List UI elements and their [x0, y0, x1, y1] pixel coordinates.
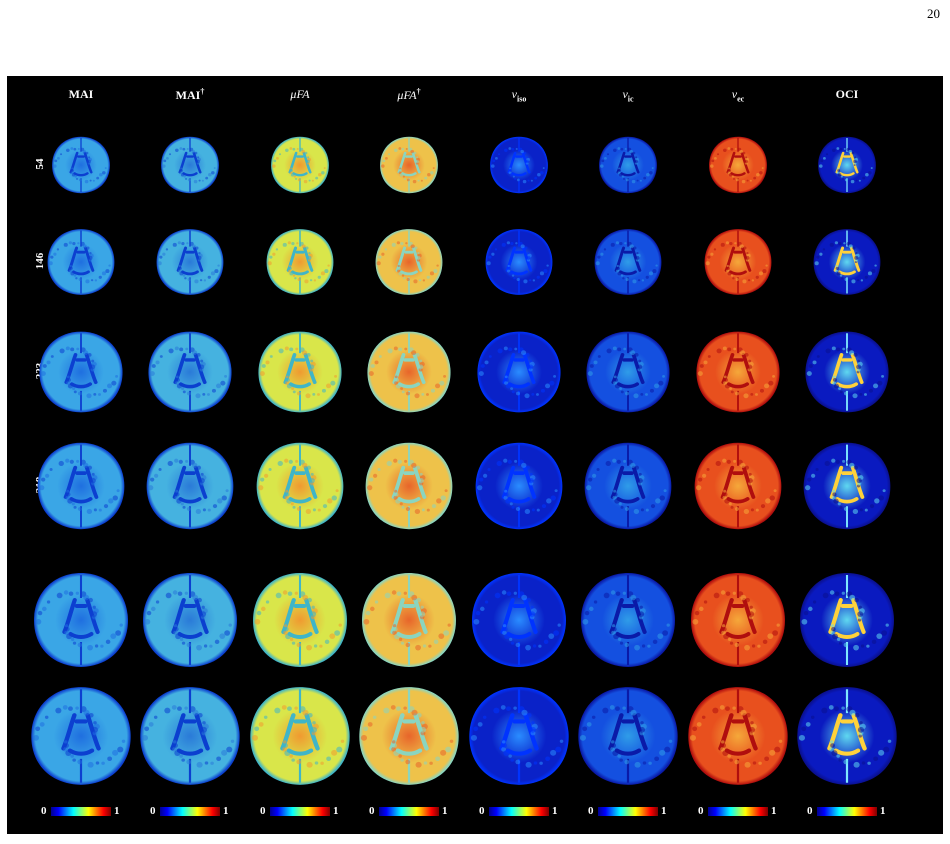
brain-map-v-ic-318 — [580, 440, 676, 532]
brain-map-oci-318 — [799, 440, 895, 532]
column-header-mai: MAI — [27, 87, 135, 102]
brain-map-v-iso-410 — [467, 570, 571, 670]
brain-map-v-iso-514 — [464, 684, 574, 788]
brain-map-v-ic-223 — [582, 329, 674, 415]
column-label: μFA — [290, 87, 310, 101]
colorbar-min-label: 0 — [41, 805, 47, 817]
brain-map-mai-514 — [26, 684, 136, 788]
column-label-superscript: † — [200, 87, 205, 96]
colorbar-gradient — [708, 807, 768, 816]
brain-map-v-ec-54 — [706, 135, 770, 195]
brain-map-mai-dagger-146 — [153, 227, 227, 297]
brain-map-v-iso-223 — [473, 329, 565, 415]
colorbar-gradient — [379, 807, 439, 816]
brain-map-v-iso-146 — [482, 227, 556, 297]
brain-map-mai-223 — [35, 329, 127, 415]
colorbar-min-label: 0 — [588, 805, 594, 817]
brain-map-oci-223 — [801, 329, 893, 415]
brain-map-v-ic-410 — [576, 570, 680, 670]
colorbar-max-label: 1 — [552, 805, 558, 817]
column-label: μFA — [397, 88, 417, 102]
colorbar-gradient — [598, 807, 658, 816]
brain-map-mai-dagger-318 — [142, 440, 238, 532]
column-label: v — [731, 87, 738, 101]
brain-map-mufa-514 — [245, 684, 355, 788]
column-header-oci: OCI — [793, 87, 901, 102]
brain-map-oci-514 — [792, 684, 902, 788]
brain-map-oci-54 — [815, 135, 879, 195]
colorbar-max-label: 1 — [114, 805, 120, 817]
column-label: OCI — [835, 87, 859, 101]
column-header-mufa-dagger: μFA† — [355, 87, 463, 103]
page-number: 20 — [927, 6, 940, 21]
colorbar-gradient — [270, 807, 330, 816]
brain-map-mufa-dagger-514 — [354, 684, 464, 788]
column-label-subscript: ic — [627, 94, 634, 104]
brain-map-mufa-54 — [268, 135, 332, 195]
colorbar-min-label: 0 — [369, 805, 375, 817]
brain-map-mufa-dagger-410 — [357, 570, 461, 670]
brain-map-mufa-dagger-54 — [377, 135, 441, 195]
brain-map-mufa-dagger-223 — [363, 329, 455, 415]
column-header-mai-dagger: MAI† — [136, 87, 244, 103]
column-header-v-ec: vec — [684, 87, 792, 103]
brain-map-v-iso-318 — [471, 440, 567, 532]
colorbar-min-label: 0 — [807, 805, 813, 817]
colorbar-gradient — [51, 807, 111, 816]
colorbar-max-label: 1 — [771, 805, 777, 817]
row-label-54: 54 — [34, 158, 46, 170]
brain-map-mufa-dagger-318 — [361, 440, 457, 532]
brain-map-mufa-410 — [248, 570, 352, 670]
column-label: v — [622, 87, 628, 101]
colorbar-max-label: 1 — [333, 805, 339, 817]
column-header-mufa: μFA — [246, 87, 354, 102]
brain-map-v-iso-54 — [487, 135, 551, 195]
column-label: MAI — [68, 87, 94, 101]
brain-map-v-ic-514 — [573, 684, 683, 788]
brain-map-mai-dagger-54 — [158, 135, 222, 195]
colorbar-min-label: 0 — [260, 805, 266, 817]
colorbar-max-label: 1 — [442, 805, 448, 817]
brain-map-oci-410 — [795, 570, 899, 670]
column-label: MAI — [175, 88, 201, 102]
column-header-v-ic: vic — [574, 87, 682, 103]
brain-map-v-ec-318 — [690, 440, 786, 532]
colorbar-gradient — [817, 807, 877, 816]
brain-map-mai-dagger-223 — [144, 329, 236, 415]
colorbar-min-label: 0 — [479, 805, 485, 817]
brain-map-v-ec-514 — [683, 684, 793, 788]
brain-map-mufa-146 — [263, 227, 337, 297]
brain-map-v-ec-410 — [686, 570, 790, 670]
column-label-subscript: iso — [516, 94, 527, 104]
brain-map-mai-54 — [49, 135, 113, 195]
brain-map-v-ec-223 — [692, 329, 784, 415]
brain-map-mai-318 — [33, 440, 129, 532]
brain-map-mai-410 — [29, 570, 133, 670]
brain-map-mai-dagger-514 — [135, 684, 245, 788]
column-label: v — [511, 87, 517, 101]
brain-map-v-ec-146 — [701, 227, 775, 297]
brain-map-v-ic-54 — [596, 135, 660, 195]
colorbar-min-label: 0 — [698, 805, 704, 817]
colorbar-max-label: 1 — [880, 805, 886, 817]
brain-map-mai-146 — [44, 227, 118, 297]
colorbar-gradient — [489, 807, 549, 816]
figure-panel: MAIMAI†μFAμFA†visovicvecOCI5414622331841… — [7, 76, 943, 834]
column-label-subscript: ec — [737, 94, 745, 104]
brain-map-mufa-318 — [252, 440, 348, 532]
column-label-superscript: † — [416, 87, 421, 96]
colorbar-min-label: 0 — [150, 805, 156, 817]
colorbar-max-label: 1 — [223, 805, 229, 817]
brain-map-mufa-dagger-146 — [372, 227, 446, 297]
column-header-v-iso: viso — [465, 87, 573, 103]
colorbar-gradient — [160, 807, 220, 816]
brain-map-oci-146 — [810, 227, 884, 297]
brain-map-mai-dagger-410 — [138, 570, 242, 670]
brain-map-v-ic-146 — [591, 227, 665, 297]
colorbar-max-label: 1 — [661, 805, 667, 817]
brain-map-mufa-223 — [254, 329, 346, 415]
